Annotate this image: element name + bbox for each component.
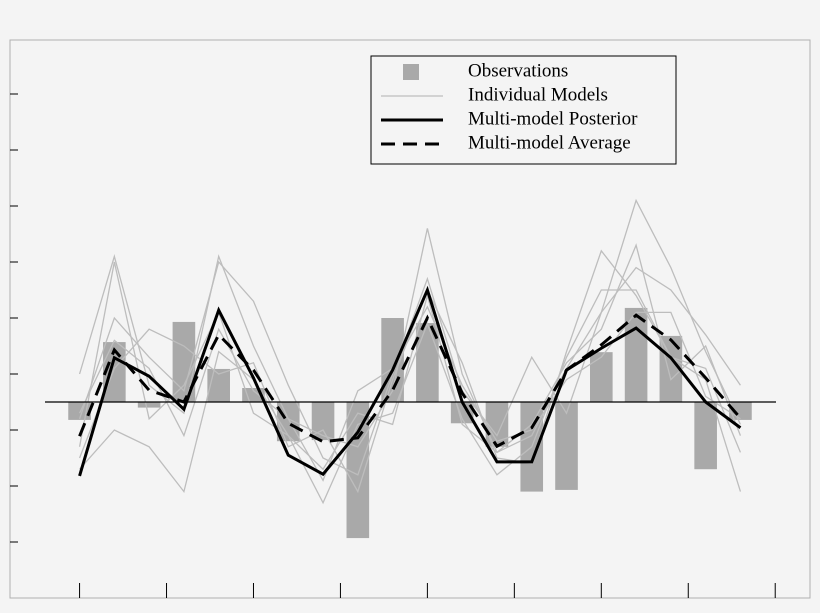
bar [450,402,474,424]
model-line [78,198,742,454]
model-line [78,249,742,494]
bar [137,402,161,408]
bar [172,321,196,402]
legend-label: Observations [468,60,568,81]
bar [485,402,509,447]
bar [311,402,335,441]
bar [555,402,578,490]
model-line [78,243,742,471]
bar [416,323,439,402]
bar [207,368,230,402]
legend-box [370,55,677,165]
bar [103,342,126,402]
model-line [78,305,741,482]
legend-label: Multi-model Posterior [468,108,638,129]
model-line [79,289,742,505]
posterior-line [78,285,742,477]
bar [694,402,717,470]
legend-label: Multi-model Average [468,132,631,153]
plot-frame [9,39,811,599]
bar [590,352,613,402]
legend-label: Individual Models [468,84,608,105]
legend-marker [403,64,419,80]
